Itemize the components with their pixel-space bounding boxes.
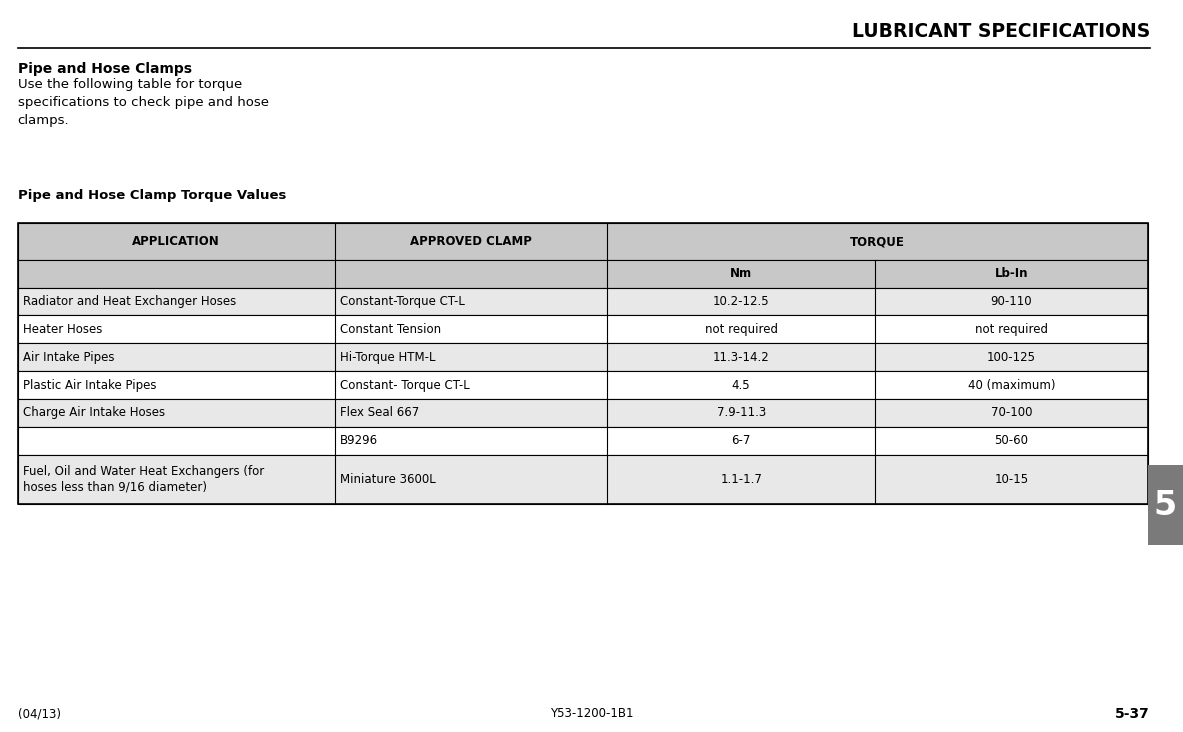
Text: 5: 5 bbox=[1153, 488, 1177, 522]
Text: Constant-Torque CT-L: Constant-Torque CT-L bbox=[340, 295, 465, 308]
Text: 100-125: 100-125 bbox=[987, 351, 1036, 364]
Text: 11.3-14.2: 11.3-14.2 bbox=[713, 351, 769, 364]
Bar bbox=[18, 223, 1148, 504]
Text: 40 (maximum): 40 (maximum) bbox=[968, 378, 1055, 392]
Bar bbox=[18, 223, 1148, 260]
Text: LUBRICANT SPECIFICATIONS: LUBRICANT SPECIFICATIONS bbox=[852, 22, 1150, 41]
Bar bbox=[18, 427, 1148, 455]
Bar bbox=[18, 399, 1148, 427]
Text: not required: not required bbox=[705, 323, 777, 336]
Text: Air Intake Pipes: Air Intake Pipes bbox=[22, 351, 115, 364]
Text: APPROVED CLAMP: APPROVED CLAMP bbox=[409, 235, 532, 248]
Bar bbox=[1148, 465, 1183, 545]
Text: Fuel, Oil and Water Heat Exchangers (for
hoses less than 9/16 diameter): Fuel, Oil and Water Heat Exchangers (for… bbox=[22, 466, 264, 493]
Bar bbox=[18, 455, 1148, 504]
Bar bbox=[18, 371, 1148, 399]
Text: APPLICATION: APPLICATION bbox=[132, 235, 220, 248]
Text: 4.5: 4.5 bbox=[732, 378, 750, 392]
Text: 5-37: 5-37 bbox=[1116, 706, 1150, 721]
Text: Nm: Nm bbox=[730, 267, 752, 280]
Bar bbox=[18, 343, 1148, 371]
Text: Radiator and Heat Exchanger Hoses: Radiator and Heat Exchanger Hoses bbox=[22, 295, 235, 308]
Text: Constant- Torque CT-L: Constant- Torque CT-L bbox=[340, 378, 470, 392]
Text: Y53-1200-1B1: Y53-1200-1B1 bbox=[550, 707, 633, 720]
Text: TORQUE: TORQUE bbox=[849, 235, 905, 248]
Text: not required: not required bbox=[975, 323, 1048, 336]
Text: 90-110: 90-110 bbox=[990, 295, 1033, 308]
Text: Heater Hoses: Heater Hoses bbox=[22, 323, 102, 336]
Bar bbox=[18, 260, 1148, 288]
Text: Lb-In: Lb-In bbox=[995, 267, 1028, 280]
Text: Miniature 3600L: Miniature 3600L bbox=[340, 473, 435, 486]
Text: Flex Seal 667: Flex Seal 667 bbox=[340, 406, 419, 419]
Text: Use the following table for torque
specifications to check pipe and hose
clamps.: Use the following table for torque speci… bbox=[18, 78, 269, 127]
Text: Pipe and Hose Clamps: Pipe and Hose Clamps bbox=[18, 62, 192, 76]
Text: 6-7: 6-7 bbox=[731, 434, 751, 447]
Text: 1.1-1.7: 1.1-1.7 bbox=[720, 473, 762, 486]
Text: 10.2-12.5: 10.2-12.5 bbox=[713, 295, 769, 308]
Bar bbox=[18, 315, 1148, 343]
Text: 10-15: 10-15 bbox=[995, 473, 1028, 486]
Text: Hi-Torque HTM-L: Hi-Torque HTM-L bbox=[340, 351, 435, 364]
Text: 7.9-11.3: 7.9-11.3 bbox=[717, 406, 765, 419]
Text: 50-60: 50-60 bbox=[995, 434, 1028, 447]
Text: Constant Tension: Constant Tension bbox=[340, 323, 441, 336]
Text: (04/13): (04/13) bbox=[18, 707, 60, 720]
Text: Charge Air Intake Hoses: Charge Air Intake Hoses bbox=[22, 406, 164, 419]
Bar bbox=[18, 288, 1148, 315]
Text: 70-100: 70-100 bbox=[990, 406, 1033, 419]
Text: B9296: B9296 bbox=[340, 434, 377, 447]
Text: Pipe and Hose Clamp Torque Values: Pipe and Hose Clamp Torque Values bbox=[18, 189, 286, 202]
Text: Plastic Air Intake Pipes: Plastic Air Intake Pipes bbox=[22, 378, 156, 392]
